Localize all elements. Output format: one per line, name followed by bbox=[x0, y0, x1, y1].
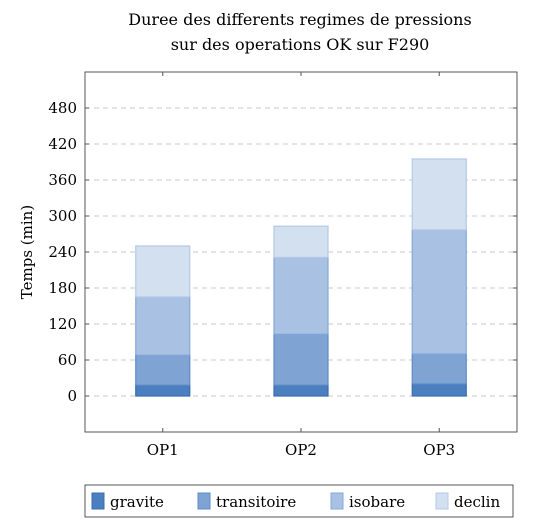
y-tick-label: 420 bbox=[48, 135, 77, 153]
x-tick-label: OP1 bbox=[147, 441, 179, 459]
legend-label-gravite: gravite bbox=[110, 493, 164, 511]
bar-declin-OP2 bbox=[273, 225, 329, 258]
y-tick-label: 480 bbox=[48, 99, 77, 117]
x-tick-label: OP3 bbox=[423, 441, 455, 459]
bar-isobare-OP3 bbox=[411, 229, 467, 355]
bar-isobare-OP1 bbox=[135, 296, 191, 356]
bar-isobare-OP2 bbox=[273, 256, 329, 335]
legend-label-declin: declin bbox=[454, 493, 500, 511]
bar-transitoire-OP3 bbox=[411, 353, 467, 385]
y-tick-label: 360 bbox=[48, 171, 77, 189]
y-tick-label: 300 bbox=[48, 207, 77, 225]
y-axis-label: Temps (min) bbox=[18, 205, 36, 299]
y-tick-label: 60 bbox=[58, 351, 77, 369]
legend-label-isobare: isobare bbox=[349, 493, 405, 511]
legend-swatch-declin bbox=[435, 492, 449, 510]
x-tick-label: OP2 bbox=[285, 441, 317, 459]
bar-gravite-OP2 bbox=[273, 384, 329, 397]
bar-declin-OP3 bbox=[411, 158, 467, 231]
axis-ticks: 0 60 120 180 240 300 360 420 480 OP1 OP2 OP3 bbox=[48, 72, 517, 459]
legend-swatch-gravite bbox=[91, 492, 105, 510]
legend: gravite transitoire isobare declin bbox=[84, 484, 514, 518]
bar-gravite-OP1 bbox=[135, 384, 191, 397]
chart-title-line-1: Duree des differents regimes de pression… bbox=[128, 10, 471, 29]
legend-swatch-isobare bbox=[330, 492, 344, 510]
legend-label-transitoire: transitoire bbox=[216, 493, 296, 511]
legend-swatch-transitoire bbox=[197, 492, 211, 510]
bar-declin-OP1 bbox=[135, 245, 191, 298]
bar-transitoire-OP1 bbox=[135, 354, 191, 386]
y-tick-label: 120 bbox=[48, 315, 77, 333]
bars bbox=[135, 158, 467, 397]
y-tick-label: 0 bbox=[67, 387, 77, 405]
chart-title-line-2: sur des operations OK sur F290 bbox=[171, 35, 430, 54]
bar-transitoire-OP2 bbox=[273, 333, 329, 386]
y-tick-label: 240 bbox=[48, 243, 77, 261]
y-tick-label: 180 bbox=[48, 279, 77, 297]
bar-gravite-OP3 bbox=[411, 383, 467, 397]
